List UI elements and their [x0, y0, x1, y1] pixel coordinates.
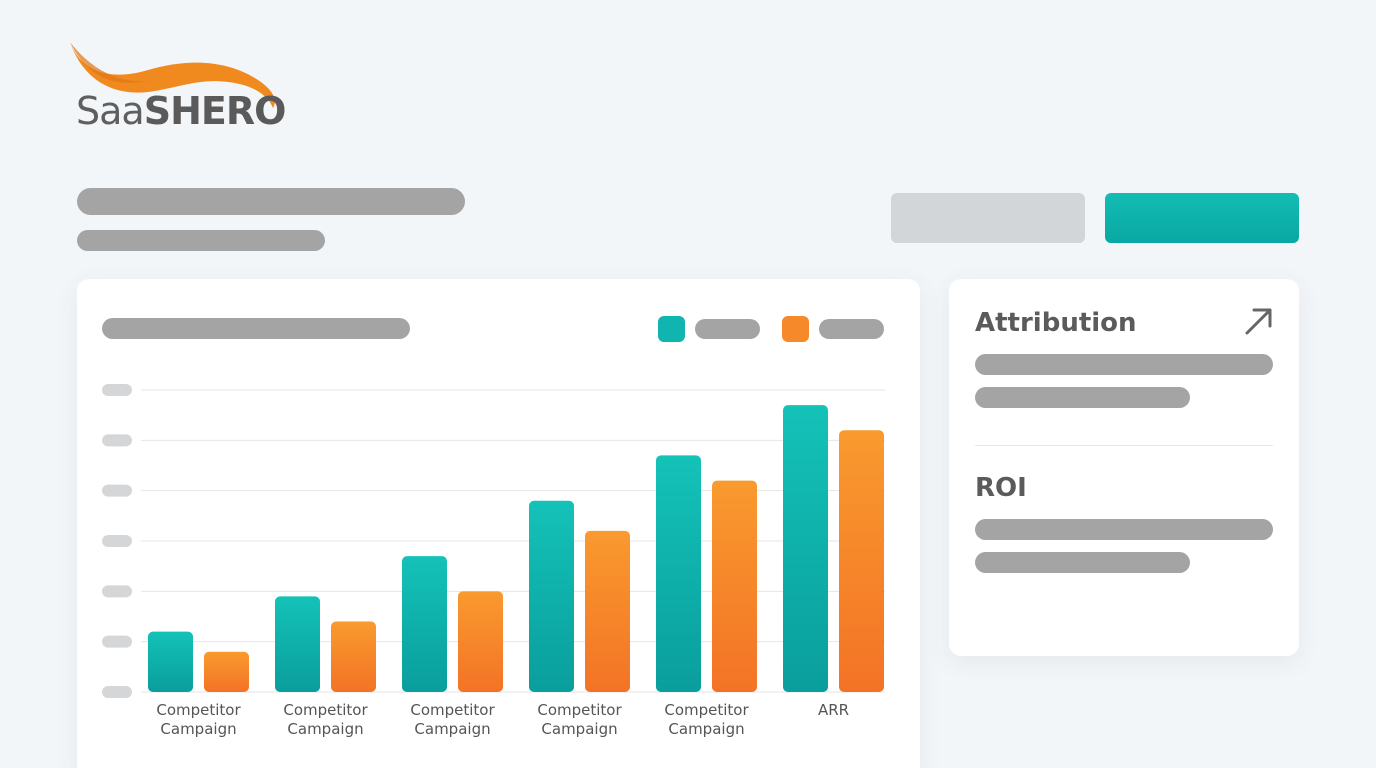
secondary-button[interactable] [891, 193, 1085, 243]
legend-swatch-series-a [658, 316, 685, 342]
y-tick-label-placeholder [102, 434, 132, 447]
attribution-line-2-placeholder [975, 387, 1190, 408]
y-tick-label-placeholder [102, 585, 132, 598]
chart-card: Competitor Campaign Competitor Campaign Comp… [77, 279, 920, 768]
x-axis-label: Competitor Campaign [156, 701, 241, 738]
bar-series-a [656, 455, 701, 692]
bar-series-b [585, 530, 630, 692]
x-axis-label: Competitor Campaign [664, 701, 749, 738]
page-subtitle-placeholder [77, 230, 325, 251]
y-tick-label-placeholder [102, 384, 132, 396]
bar-series-b [204, 651, 249, 692]
x-axis-label: ARR [818, 701, 849, 719]
side-card-divider [975, 445, 1273, 446]
logo-text-bold: SHERO [143, 89, 287, 133]
legend-label-placeholder-b[interactable] [819, 319, 884, 339]
saashero-logo[interactable]: SaaSHERO [68, 40, 288, 140]
bar-series-a [148, 631, 193, 692]
primary-button[interactable] [1105, 193, 1299, 243]
y-tick-label-placeholder [102, 484, 132, 497]
attribution-line-1-placeholder [975, 354, 1273, 375]
roi-line-1-placeholder [975, 519, 1273, 540]
roi-line-2-placeholder [975, 552, 1190, 573]
roi-title: ROI [975, 473, 1027, 503]
legend-swatch-series-b [782, 316, 809, 342]
bar-series-b [458, 591, 503, 692]
legend-label-placeholder-a[interactable] [695, 319, 760, 339]
bar-series-a [529, 500, 574, 692]
attribution-title: Attribution [975, 308, 1137, 338]
metrics-side-card: Attribution ROI [949, 279, 1299, 656]
y-tick-label-placeholder [102, 686, 132, 698]
bar-series-b [712, 480, 757, 692]
x-axis-label: Competitor Campaign [537, 701, 622, 738]
swoosh-icon [70, 42, 275, 108]
bar-series-b [331, 621, 376, 692]
bar-series-a [402, 556, 447, 692]
chart-title-placeholder [102, 318, 410, 339]
x-axis-label: Competitor Campaign [283, 701, 368, 738]
bar-series-b [839, 430, 884, 692]
bar-chart: Competitor Campaign Competitor Campaign Comp… [102, 384, 885, 738]
y-tick-label-placeholder [102, 535, 132, 547]
bar-series-a [783, 405, 828, 692]
y-tick-label-placeholder [102, 635, 132, 648]
logo-wordmark: SaaSHERO [76, 89, 287, 133]
bar-series-a [275, 596, 320, 692]
page-title-placeholder [77, 188, 465, 215]
logo-text-light: Saa [76, 89, 145, 133]
arrow-up-right-icon[interactable] [1243, 305, 1275, 337]
x-axis-label: Competitor Campaign [410, 701, 495, 738]
